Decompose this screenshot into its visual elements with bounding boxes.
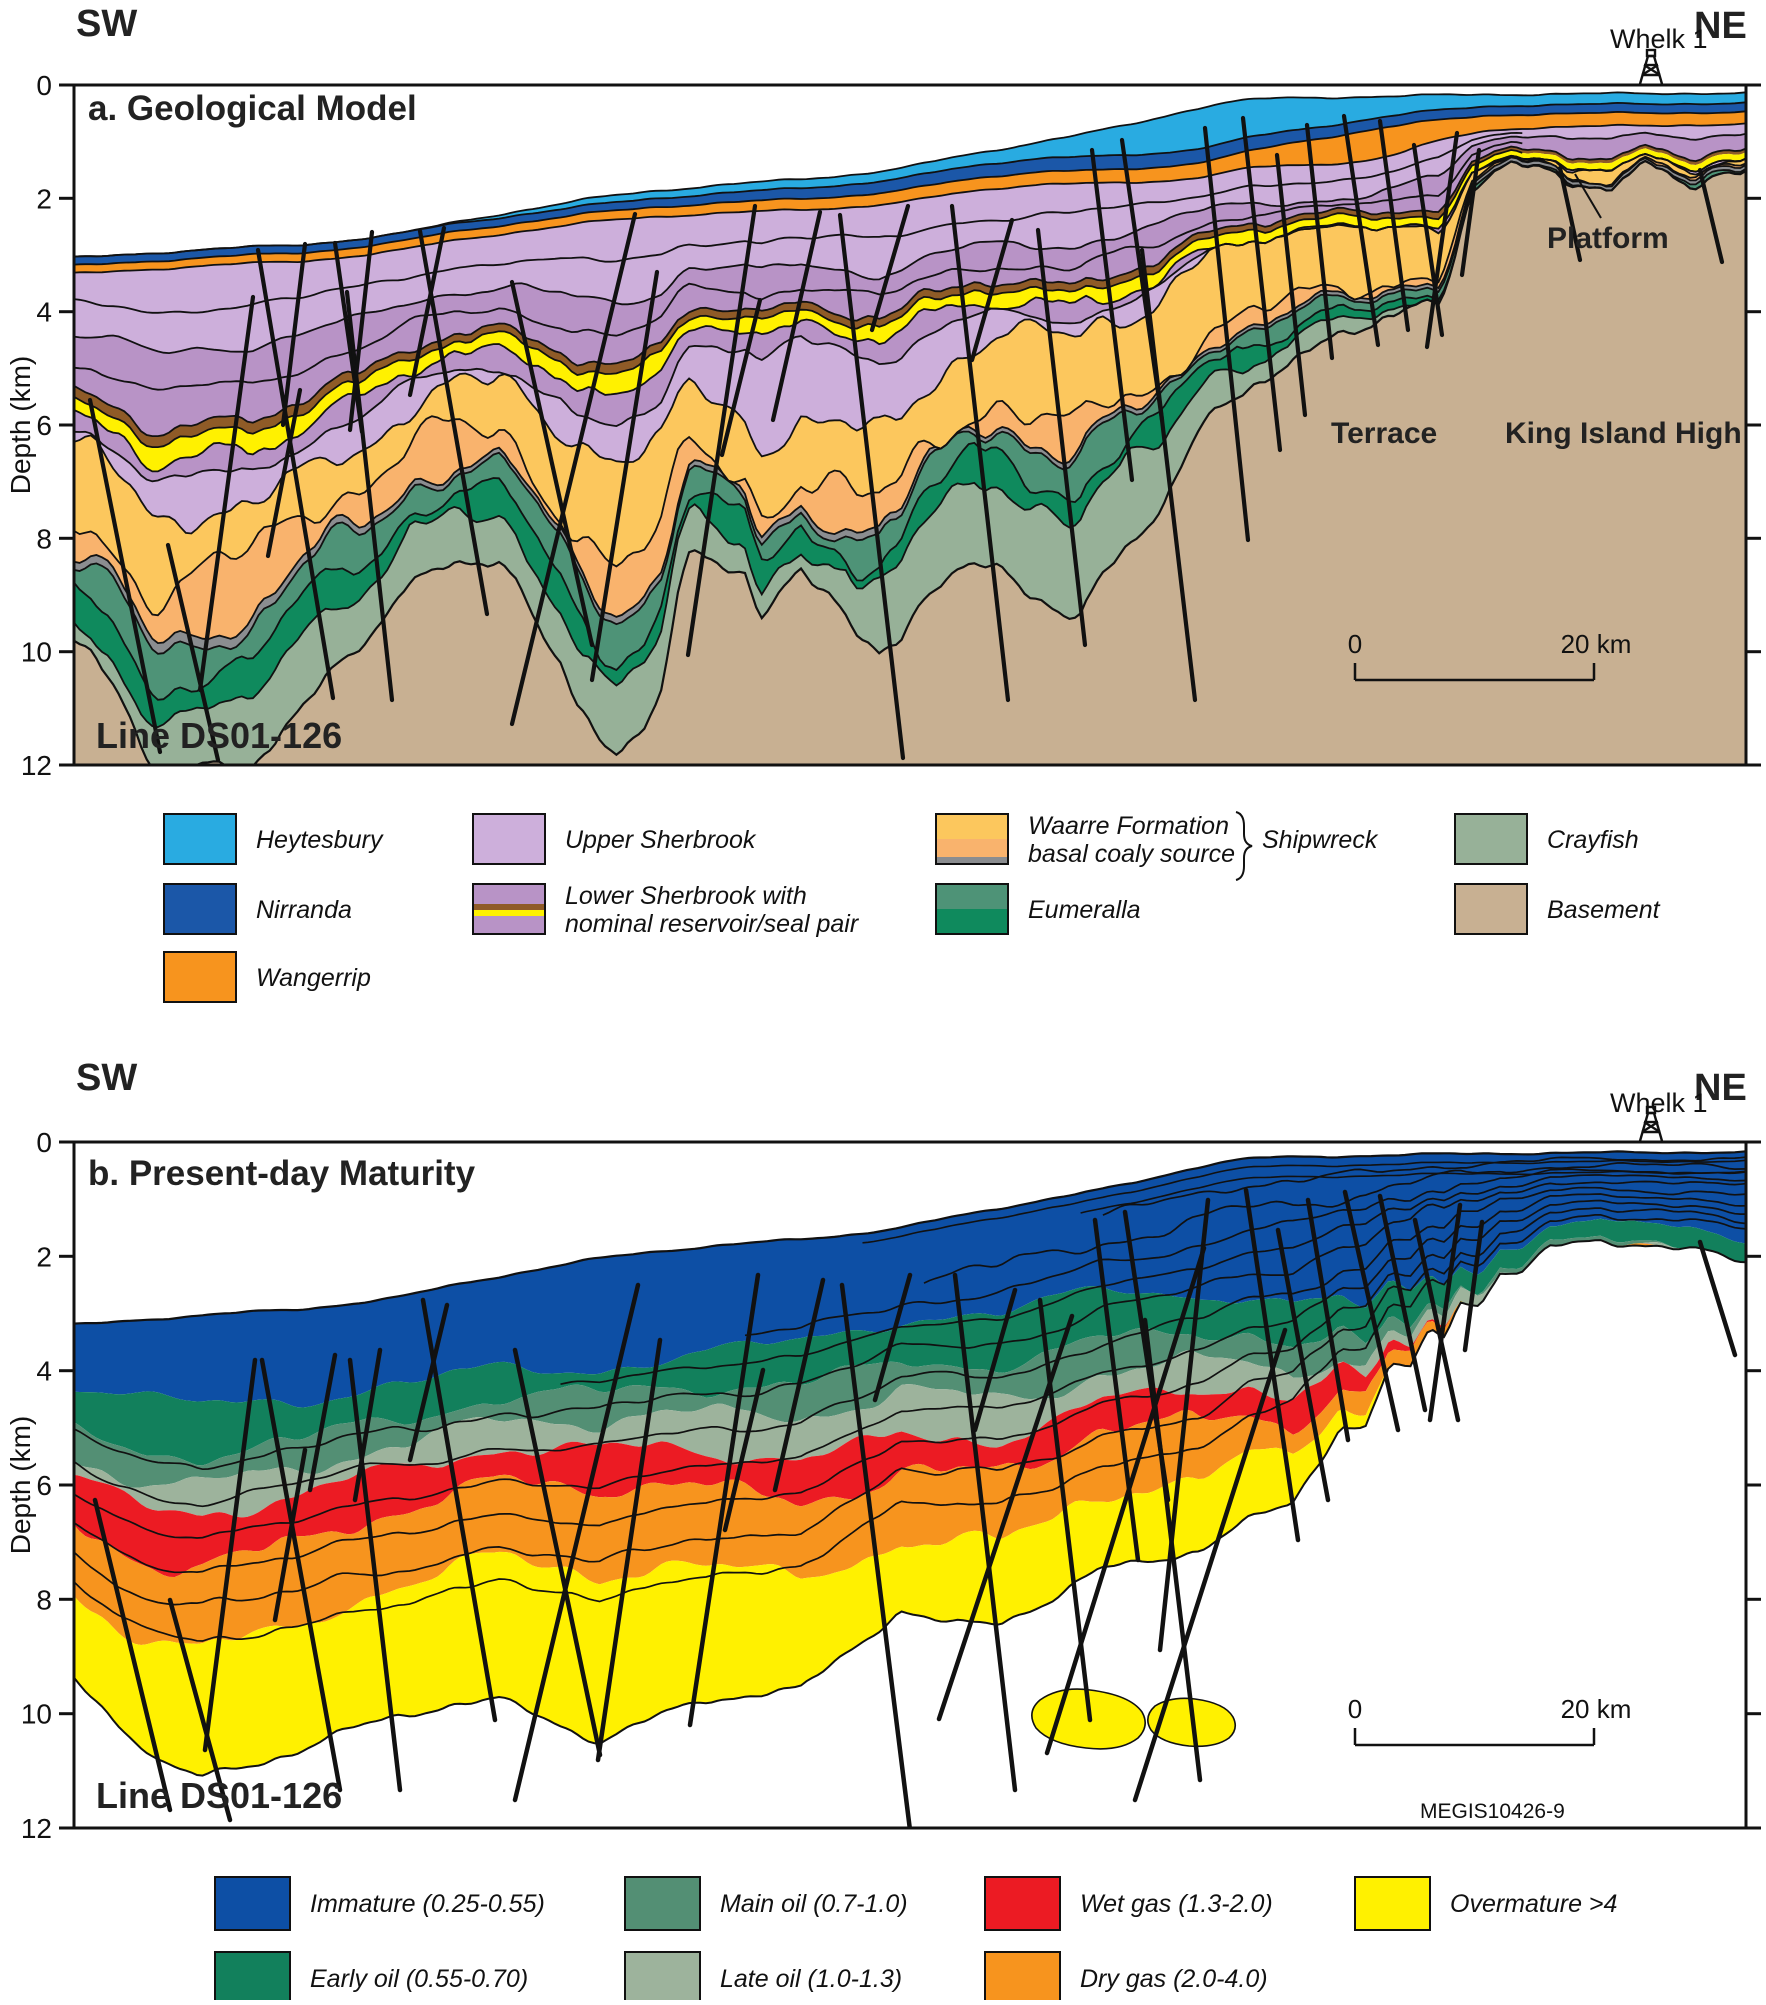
svg-text:SW: SW [76,1057,137,1099]
svg-text:0: 0 [1348,1694,1362,1724]
svg-text:Depth (km): Depth (km) [5,1416,36,1554]
svg-text:4: 4 [36,1356,52,1387]
svg-text:6: 6 [36,1470,52,1501]
svg-text:Platform: Platform [1547,222,1669,255]
svg-text:8: 8 [36,1584,52,1615]
svg-text:Late oil (1.0-1.3): Late oil (1.0-1.3) [720,1965,902,1993]
svg-text:Line DS01-126: Line DS01-126 [96,715,342,756]
svg-text:10: 10 [21,1699,52,1730]
svg-text:Depth (km): Depth (km) [5,356,36,494]
svg-text:basal coaly source: basal coaly source [1028,840,1235,868]
svg-text:Overmature >4: Overmature >4 [1450,1890,1617,1918]
svg-text:10: 10 [21,637,52,668]
svg-text:Heytesbury: Heytesbury [256,826,384,854]
svg-text:Terrace: Terrace [1331,417,1437,450]
svg-text:Wet gas (1.3-2.0): Wet gas (1.3-2.0) [1080,1890,1273,1918]
svg-text:4: 4 [36,297,52,328]
svg-text:Wangerrip: Wangerrip [256,964,371,992]
svg-text:NE: NE [1694,5,1747,47]
svg-text:Main oil (0.7-1.0): Main oil (0.7-1.0) [720,1890,908,1918]
svg-text:6: 6 [36,410,52,441]
svg-text:Whelk 1: Whelk 1 [1610,24,1708,54]
svg-text:Early oil (0.55-0.70): Early oil (0.55-0.70) [310,1965,528,1993]
svg-text:Shipwreck: Shipwreck [1262,826,1379,854]
svg-text:b. Present-day Maturity: b. Present-day Maturity [88,1154,476,1193]
svg-text:Basement: Basement [1547,896,1661,924]
svg-text:8: 8 [36,523,52,554]
svg-text:Nirranda: Nirranda [256,896,352,924]
svg-text:0: 0 [1348,629,1362,659]
svg-text:Waarre Formation: Waarre Formation [1028,812,1229,840]
svg-text:12: 12 [21,1813,52,1844]
svg-text:Upper Sherbrook: Upper Sherbrook [565,826,757,854]
svg-text:King Island High: King Island High [1505,417,1742,450]
svg-text:NE: NE [1694,1067,1747,1109]
svg-text:MEGIS10426-9: MEGIS10426-9 [1420,1800,1565,1823]
svg-text:Crayfish: Crayfish [1547,826,1639,854]
svg-text:2: 2 [36,183,52,214]
svg-text:0: 0 [36,70,52,101]
svg-text:20 km: 20 km [1561,629,1632,659]
svg-text:Lower Sherbrook with: Lower Sherbrook with [565,882,807,910]
svg-text:Eumeralla: Eumeralla [1028,896,1141,924]
svg-text:Line DS01-126: Line DS01-126 [96,1775,342,1816]
svg-text:SW: SW [76,3,137,45]
svg-text:0: 0 [36,1127,52,1158]
svg-text:a. Geological Model: a. Geological Model [88,89,417,128]
svg-text:Immature (0.25-0.55): Immature (0.25-0.55) [310,1890,545,1918]
svg-text:12: 12 [21,750,52,781]
svg-text:Whelk 1: Whelk 1 [1610,1088,1708,1118]
svg-text:nominal reservoir/seal pair: nominal reservoir/seal pair [565,910,860,938]
svg-text:2: 2 [36,1241,52,1272]
svg-text:20 km: 20 km [1561,1694,1632,1724]
svg-text:Dry gas (2.0-4.0): Dry gas (2.0-4.0) [1080,1965,1268,1993]
